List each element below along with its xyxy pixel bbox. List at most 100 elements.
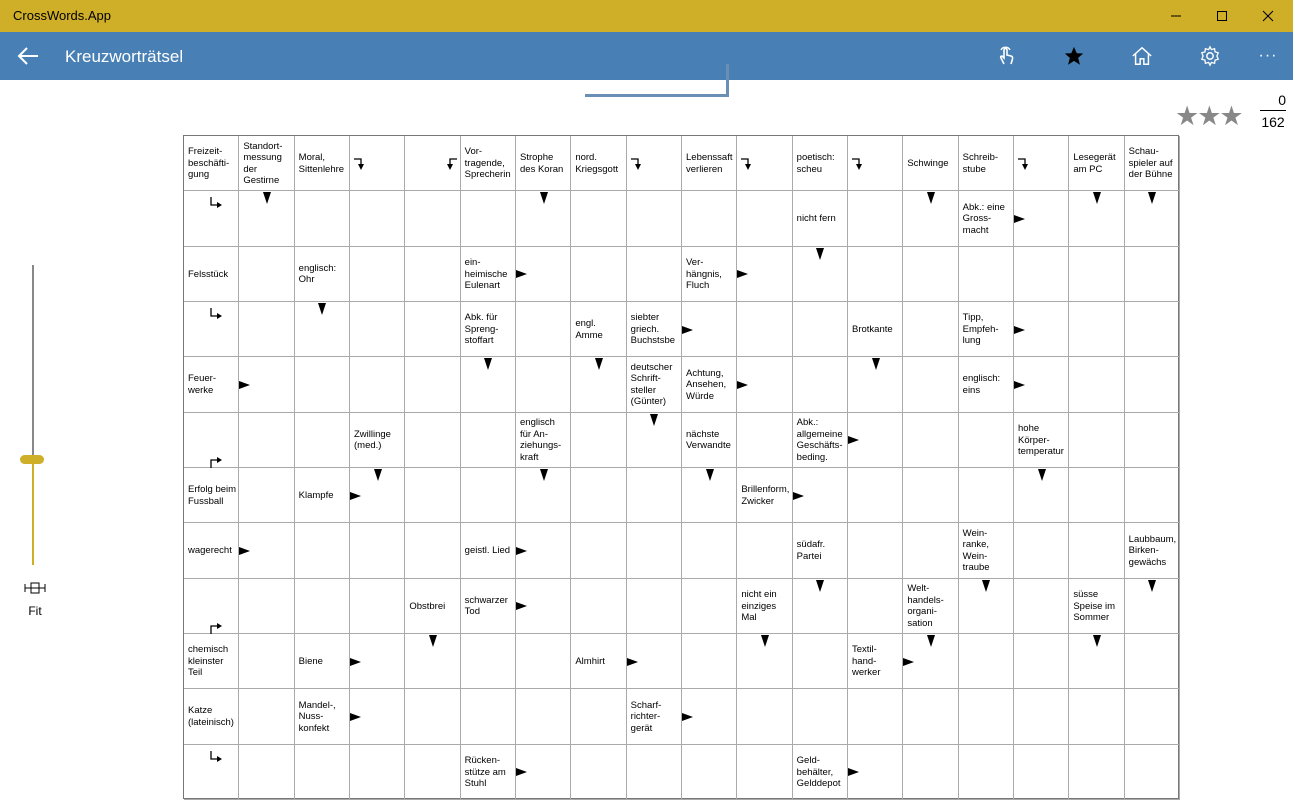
answer-cell[interactable] — [792, 578, 848, 634]
answer-cell[interactable] — [958, 578, 1014, 634]
answer-cell[interactable] — [737, 744, 793, 800]
answer-cell[interactable] — [958, 689, 1014, 745]
answer-cell[interactable] — [1069, 523, 1125, 579]
answer-cell[interactable] — [294, 412, 350, 468]
answer-cell[interactable] — [958, 744, 1014, 800]
answer-cell[interactable] — [848, 357, 904, 413]
answer-cell[interactable] — [1124, 357, 1180, 413]
answer-cell[interactable] — [848, 412, 904, 468]
answer-cell[interactable] — [1069, 357, 1125, 413]
answer-cell[interactable] — [460, 412, 516, 468]
answer-cell[interactable] — [1014, 191, 1070, 247]
answer-cell[interactable] — [350, 136, 406, 192]
answer-cell[interactable] — [571, 357, 627, 413]
answer-cell[interactable] — [350, 246, 406, 302]
answer-cell[interactable] — [516, 523, 572, 579]
answer-cell[interactable] — [903, 689, 959, 745]
answer-cell[interactable] — [737, 191, 793, 247]
answer-cell[interactable] — [626, 744, 682, 800]
answer-cell[interactable] — [737, 689, 793, 745]
answer-cell[interactable] — [239, 578, 295, 634]
answer-cell[interactable] — [239, 523, 295, 579]
answer-cell[interactable] — [903, 634, 959, 690]
answer-cell[interactable] — [958, 412, 1014, 468]
answer-cell[interactable] — [848, 136, 904, 192]
answer-cell[interactable] — [792, 689, 848, 745]
answer-cell[interactable] — [626, 468, 682, 524]
answer-cell[interactable] — [405, 689, 461, 745]
answer-cell[interactable] — [1014, 578, 1070, 634]
answer-cell[interactable] — [1014, 302, 1070, 358]
answer-cell[interactable] — [682, 634, 738, 690]
answer-cell[interactable] — [294, 357, 350, 413]
answer-cell[interactable] — [405, 246, 461, 302]
answer-cell[interactable] — [848, 246, 904, 302]
answer-cell[interactable] — [1014, 523, 1070, 579]
answer-cell[interactable] — [1069, 412, 1125, 468]
answer-cell[interactable] — [516, 744, 572, 800]
answer-cell[interactable] — [184, 578, 240, 634]
answer-cell[interactable] — [350, 468, 406, 524]
answer-cell[interactable] — [294, 523, 350, 579]
answer-cell[interactable] — [571, 744, 627, 800]
answer-cell[interactable] — [682, 191, 738, 247]
answer-cell[interactable] — [239, 412, 295, 468]
answer-cell[interactable] — [792, 302, 848, 358]
answer-cell[interactable] — [239, 191, 295, 247]
answer-cell[interactable] — [903, 412, 959, 468]
answer-cell[interactable] — [350, 634, 406, 690]
fit-label[interactable]: Fit — [28, 604, 42, 618]
answer-cell[interactable] — [958, 246, 1014, 302]
answer-cell[interactable] — [626, 634, 682, 690]
answer-cell[interactable] — [571, 191, 627, 247]
answer-cell[interactable] — [737, 302, 793, 358]
answer-cell[interactable] — [460, 468, 516, 524]
answer-cell[interactable] — [516, 246, 572, 302]
answer-cell[interactable] — [239, 246, 295, 302]
answer-cell[interactable] — [848, 689, 904, 745]
home-button[interactable] — [1122, 36, 1162, 76]
zoom-slider-track[interactable] — [32, 265, 34, 565]
answer-cell[interactable] — [460, 689, 516, 745]
answer-cell[interactable] — [239, 744, 295, 800]
answer-cell[interactable] — [1124, 302, 1180, 358]
answer-cell[interactable] — [682, 302, 738, 358]
answer-cell[interactable] — [405, 468, 461, 524]
answer-cell[interactable] — [239, 302, 295, 358]
answer-cell[interactable] — [571, 246, 627, 302]
answer-cell[interactable] — [405, 744, 461, 800]
answer-cell[interactable] — [903, 744, 959, 800]
answer-cell[interactable] — [1014, 136, 1070, 192]
answer-cell[interactable] — [1124, 634, 1180, 690]
answer-cell[interactable] — [350, 191, 406, 247]
answer-cell[interactable] — [792, 468, 848, 524]
answer-cell[interactable] — [1014, 357, 1070, 413]
answer-cell[interactable] — [460, 634, 516, 690]
answer-cell[interactable] — [294, 744, 350, 800]
answer-cell[interactable] — [903, 468, 959, 524]
answer-cell[interactable] — [1014, 246, 1070, 302]
answer-cell[interactable] — [1069, 246, 1125, 302]
answer-cell[interactable] — [737, 136, 793, 192]
answer-cell[interactable] — [350, 302, 406, 358]
answer-cell[interactable] — [571, 523, 627, 579]
answer-cell[interactable] — [571, 468, 627, 524]
answer-cell[interactable] — [737, 246, 793, 302]
answer-cell[interactable] — [626, 523, 682, 579]
answer-cell[interactable] — [737, 357, 793, 413]
back-button[interactable] — [10, 38, 46, 74]
answer-cell[interactable] — [1014, 744, 1070, 800]
maximize-button[interactable] — [1199, 0, 1245, 32]
answer-cell[interactable] — [903, 357, 959, 413]
answer-cell[interactable] — [903, 191, 959, 247]
answer-cell[interactable] — [626, 578, 682, 634]
answer-cell[interactable] — [405, 523, 461, 579]
answer-cell[interactable] — [405, 634, 461, 690]
answer-cell[interactable] — [516, 578, 572, 634]
answer-cell[interactable] — [1069, 634, 1125, 690]
answer-cell[interactable] — [184, 412, 240, 468]
answer-cell[interactable] — [1069, 191, 1125, 247]
answer-cell[interactable] — [405, 302, 461, 358]
answer-cell[interactable] — [626, 412, 682, 468]
answer-cell[interactable] — [1124, 412, 1180, 468]
